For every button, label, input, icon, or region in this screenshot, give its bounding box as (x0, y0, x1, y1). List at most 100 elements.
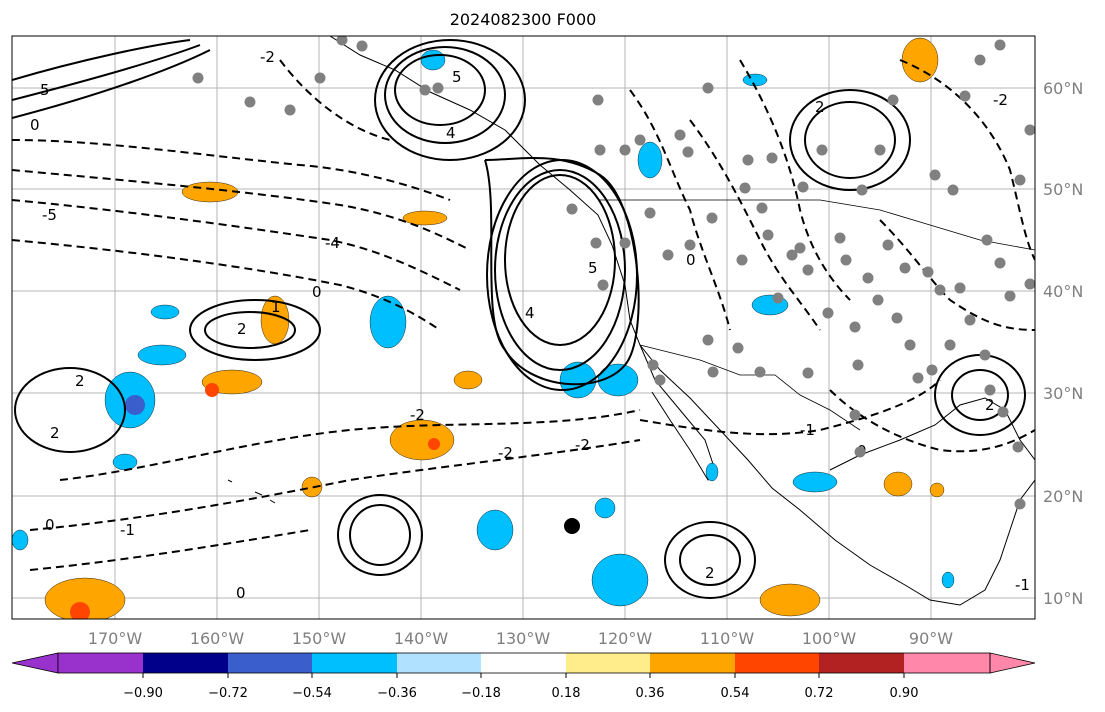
station-dot (1012, 441, 1024, 453)
station-dot (654, 374, 666, 386)
station-dot (647, 359, 659, 371)
longitude-axis: 170°W 160°W 150°W 140°W 130°W 120°W 110°… (88, 629, 953, 648)
station-dot (674, 129, 686, 141)
station-dot (994, 39, 1006, 51)
station-dot (887, 94, 899, 106)
station-dot (1024, 278, 1035, 290)
station-dot (736, 254, 748, 266)
station-dot (590, 237, 602, 249)
map-title: 2024082300 F000 (449, 10, 597, 29)
solid-contours (12, 39, 1026, 599)
red-spot (70, 602, 90, 619)
colorbar-tick-label: 0.54 (721, 686, 750, 701)
orange-patch (759, 583, 821, 617)
station-dot (754, 366, 766, 378)
orange-patch (301, 476, 323, 498)
station-dot (192, 72, 204, 84)
station-dot (947, 184, 959, 196)
contour-label: -2 (410, 406, 425, 424)
colorbar-outline (57, 652, 991, 674)
station-dot (682, 146, 694, 158)
contour-labels: 5 4 -4 2 1 0 -5 2 2 -2 -2 -2 0 -1 0 2 0 … (30, 48, 1030, 602)
blue-patch (137, 344, 187, 366)
blue-patch (742, 73, 768, 87)
station-dot (794, 242, 806, 254)
station-dot (802, 367, 814, 379)
station-dot (597, 279, 609, 291)
colorbar-segment (650, 653, 735, 673)
lon-tick-label: 110°W (700, 629, 755, 648)
colorbar (11, 652, 1036, 678)
colorbar-segment (481, 653, 566, 673)
station-dot (766, 152, 778, 164)
station-dot (852, 359, 864, 371)
lon-tick-label: 140°W (394, 629, 449, 648)
map-border (11, 35, 1036, 620)
us-mexico-border (639, 344, 861, 431)
colorbar-segment (397, 653, 481, 673)
contour-label: 5 (452, 68, 462, 86)
orange-patch (453, 370, 483, 390)
blue-patch (594, 497, 616, 519)
lon-tick-label: 160°W (190, 629, 245, 648)
contour-label: -1 (1015, 576, 1030, 594)
colorbar-segment (228, 653, 312, 673)
colorbar-tick-label: −0.36 (377, 686, 417, 701)
colorbar-segment (904, 653, 990, 673)
station-dot (702, 334, 714, 346)
blue-patch (597, 363, 639, 397)
orange-patch (389, 419, 455, 461)
colorbar-segment (143, 653, 228, 673)
contour-label: 2 (75, 372, 85, 390)
red-spot (205, 383, 219, 397)
blue-patch (125, 395, 145, 415)
colorbar-segment (566, 653, 650, 673)
lon-tick-label: 120°W (598, 629, 653, 648)
contour-label: 0 (312, 283, 322, 301)
station-dot (922, 266, 934, 278)
contour-label: -2 (498, 444, 513, 462)
hawaii-islands (227, 479, 276, 504)
contour-label: -4 (325, 234, 340, 252)
contour-label: -1 (800, 421, 815, 439)
station-dot (882, 239, 894, 251)
station-dot (594, 144, 606, 156)
station-dot (822, 307, 834, 319)
contour-label: -1 (120, 521, 135, 539)
station-dot (634, 134, 646, 146)
blue-patch (792, 471, 838, 493)
colorbar-tick-label: −0.72 (208, 686, 248, 701)
blue-patch (112, 453, 138, 471)
orange-patch (402, 210, 448, 226)
blue-patch (941, 571, 955, 589)
station-dot (802, 264, 814, 276)
contour-label: 5 (588, 259, 598, 277)
colorbar-tick-label: 0.36 (636, 686, 665, 701)
contour-label: 2 (237, 320, 247, 338)
gulf-coast (829, 397, 1035, 471)
lon-tick-label: 170°W (88, 629, 143, 648)
colorbar-tick-labels: −0.90 −0.72 −0.54 −0.36 −0.18 0.18 0.36 … (123, 686, 918, 701)
dashed-contours (12, 59, 1035, 571)
station-dot (662, 249, 674, 261)
station-dot (856, 184, 868, 196)
station-dot (419, 84, 431, 96)
station-dot (912, 372, 924, 384)
contour-label: 2 (985, 396, 995, 414)
station-dot (929, 169, 941, 181)
colorbar-tick-label: −0.18 (461, 686, 501, 701)
lat-tick-label: 40°N (1043, 282, 1083, 301)
colorbar-segment (735, 653, 819, 673)
station-dot (702, 82, 714, 94)
contour-label: 2 (50, 424, 60, 442)
station-dot (284, 104, 296, 116)
station-dot (762, 229, 774, 241)
contour-label: 2 (815, 98, 825, 116)
station-dot (926, 364, 938, 376)
station-dot (816, 144, 828, 156)
colorbar-tick-label: 0.72 (805, 686, 834, 701)
contour-label: -5 (42, 206, 57, 224)
storm-center-marker (564, 518, 580, 534)
station-dot (944, 339, 956, 351)
contour-label: 2 (705, 564, 715, 582)
